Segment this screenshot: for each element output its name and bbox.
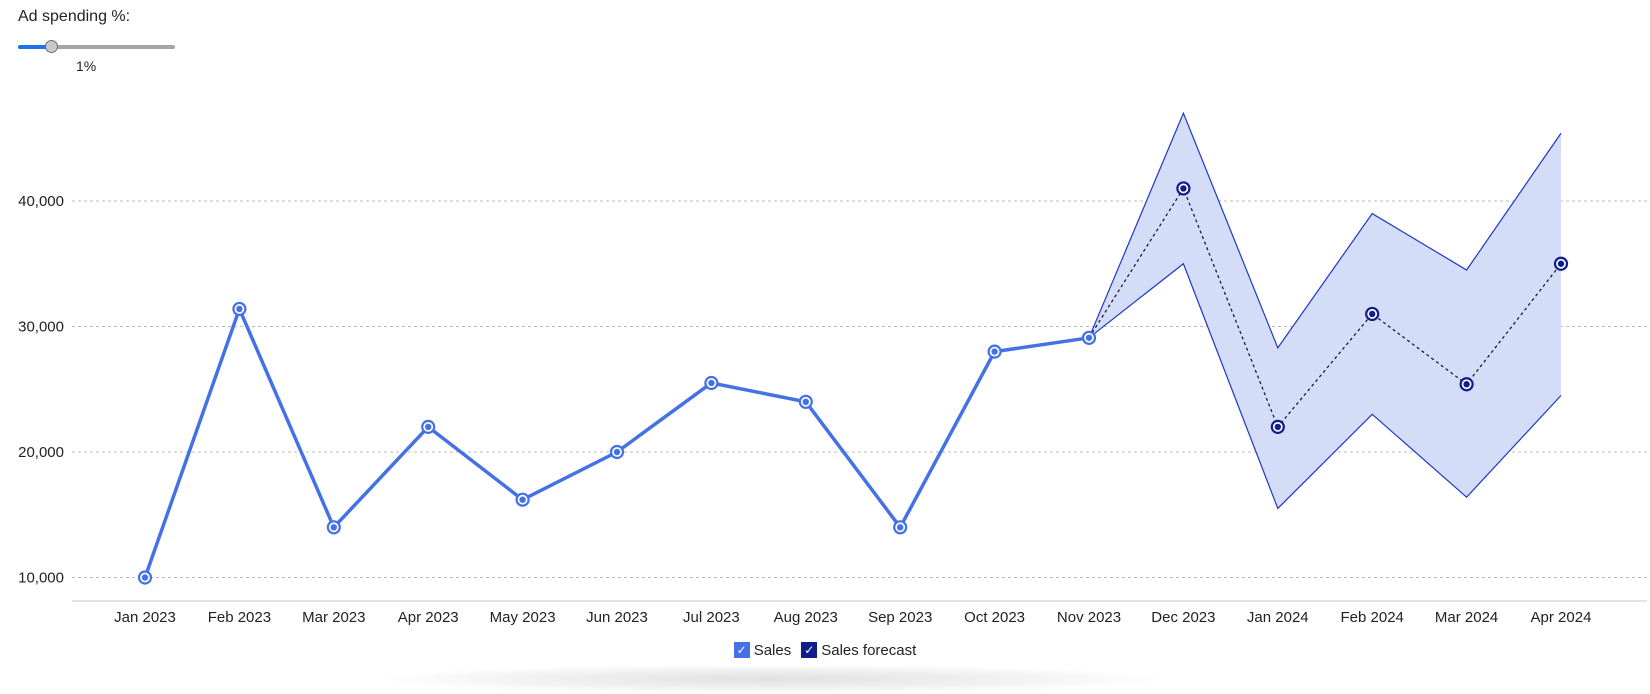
ad-spending-slider[interactable] (18, 40, 176, 54)
data-point-core-sales (425, 423, 432, 431)
grid-lines (72, 200, 1647, 578)
forecast-band-lower (1088, 262, 1562, 510)
x-tick-label: Sep 2023 (868, 609, 932, 626)
x-tick-label: Jan 2023 (114, 609, 176, 626)
sales-line-chart: 10,000 20,000 30,000 40,000 Jan 2023 Feb 202… (18, 111, 1647, 626)
slider-fill (18, 45, 52, 49)
x-tick-label: Oct 2023 (964, 609, 1025, 626)
slider-thumb[interactable] (44, 40, 58, 53)
x-tick-label: Dec 2023 (1151, 609, 1215, 626)
data-point-core-sales-forecast (1369, 310, 1376, 318)
slider-track[interactable] (18, 45, 175, 49)
y-tick-label: 40,000 (18, 193, 64, 210)
data-point-core-sales (613, 448, 621, 456)
y-tick-label: 30,000 (18, 319, 64, 336)
ad-spending-value: 1% (76, 58, 97, 74)
data-point-core-sales (1085, 334, 1093, 341)
data-point-core-sales (330, 524, 337, 531)
legend-item-sales[interactable]: ✓ Sales (733, 641, 792, 659)
x-tick-label: Nov 2023 (1057, 609, 1121, 626)
x-tick-label: Apr 2024 (1531, 609, 1592, 626)
legend-label-sales: Sales (753, 641, 792, 659)
x-tick-label: Jul 2023 (683, 609, 740, 626)
x-tick-label: Feb 2024 (1341, 609, 1404, 626)
data-point-core-sales (708, 379, 715, 387)
data-point-core-sales (991, 348, 998, 355)
data-point-core-sales-forecast (1180, 185, 1187, 192)
y-tick-label: 10,000 (18, 570, 64, 587)
data-point-core-sales-forecast (1463, 381, 1470, 388)
chart-legend: ✓ Sales ✓ Sales forecast (0, 638, 1650, 662)
ad-spending-control: Ad spending %: 1% (18, 6, 178, 76)
data-point-core-sales-forecast (1557, 260, 1565, 267)
forecast-band (1088, 111, 1562, 510)
data-point-core-sales (802, 398, 809, 405)
data-point-core-sales (519, 496, 526, 503)
data-point-core-sales (897, 524, 904, 531)
x-tick-label: Apr 2023 (398, 609, 459, 626)
x-tick-label: Jan 2024 (1247, 609, 1309, 626)
series-line-sales-forecast (1088, 187, 1562, 429)
x-tick-label: Mar 2023 (302, 609, 365, 626)
data-point-core-sales (236, 305, 243, 313)
bottom-shadow (370, 664, 1170, 694)
y-tick-label: 20,000 (18, 444, 64, 461)
y-axis-ticks: 10,000 20,000 30,000 40,000 (18, 193, 64, 587)
x-tick-label: Mar 2024 (1435, 609, 1498, 626)
x-tick-label: Jun 2023 (586, 609, 648, 626)
legend-item-sales-forecast[interactable]: ✓ Sales forecast (801, 642, 916, 659)
legend-checkbox-sales-forecast[interactable]: ✓ (801, 642, 818, 658)
x-tick-label: Aug 2023 (774, 609, 838, 626)
data-point-core-sales-forecast (1274, 423, 1282, 431)
series-line-sales (143, 307, 1090, 579)
x-tick-label: Feb 2023 (208, 609, 271, 626)
forecast-band-upper (1088, 111, 1562, 350)
forecast-band-area (1089, 113, 1561, 509)
series-points (137, 181, 1569, 585)
x-tick-label: May 2023 (490, 609, 556, 626)
legend-checkbox-sales[interactable]: ✓ (733, 642, 750, 658)
data-point-core-sales (141, 574, 149, 581)
ad-spending-label: Ad spending %: (18, 8, 131, 25)
legend-label-sales-forecast: Sales forecast (821, 641, 917, 659)
x-axis: Jan 2023 Feb 2023 Mar 2023 Apr 2023 May 2023… (72, 600, 1647, 626)
